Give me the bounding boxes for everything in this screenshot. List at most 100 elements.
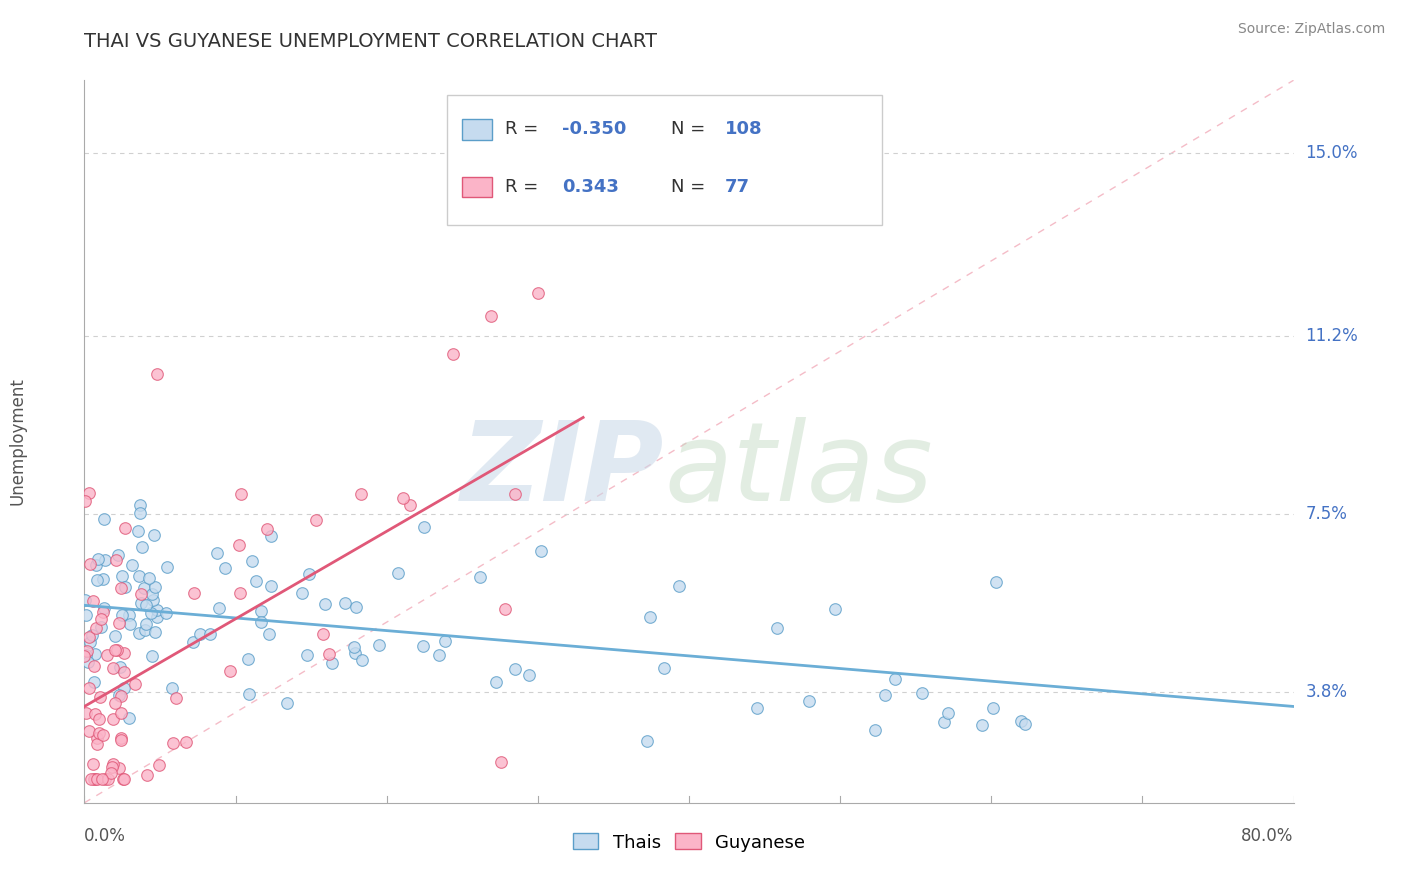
Point xyxy=(108,688,131,702)
FancyBboxPatch shape xyxy=(461,120,492,139)
Point xyxy=(530,544,553,558)
Text: ZIP: ZIP xyxy=(461,417,665,524)
Point xyxy=(485,674,508,689)
Point xyxy=(94,553,117,567)
Point xyxy=(135,768,157,782)
Point xyxy=(86,573,108,587)
Point xyxy=(190,627,212,641)
Point xyxy=(155,606,177,620)
Text: N =: N = xyxy=(671,178,711,196)
Point xyxy=(214,561,236,575)
Point xyxy=(797,694,820,708)
Point xyxy=(110,689,132,703)
Point xyxy=(104,629,127,643)
Point xyxy=(863,723,886,737)
Point xyxy=(91,572,114,586)
Point xyxy=(77,681,100,695)
Point xyxy=(343,640,366,654)
Point xyxy=(936,706,959,720)
Point xyxy=(276,696,298,710)
Point xyxy=(972,718,994,732)
Point xyxy=(183,586,205,600)
Point xyxy=(981,701,1004,715)
Point xyxy=(412,639,434,653)
Point xyxy=(107,616,129,631)
Text: Unemployment: Unemployment xyxy=(8,377,27,506)
Point xyxy=(335,596,357,610)
Point xyxy=(108,660,131,674)
Point xyxy=(86,558,108,573)
Point xyxy=(112,646,135,660)
Point xyxy=(352,653,374,667)
Text: 11.2%: 11.2% xyxy=(1306,326,1358,344)
Point xyxy=(257,627,280,641)
Text: -0.350: -0.350 xyxy=(562,120,626,138)
Point xyxy=(314,598,336,612)
Point xyxy=(441,347,464,361)
Point xyxy=(114,580,136,594)
Point xyxy=(160,681,183,695)
Point xyxy=(80,628,103,642)
Point xyxy=(103,756,125,771)
Text: 0.0%: 0.0% xyxy=(84,827,127,845)
Point xyxy=(112,772,135,786)
Point xyxy=(83,658,105,673)
Point xyxy=(90,612,112,626)
Point xyxy=(131,540,153,554)
Point xyxy=(344,647,367,661)
Point xyxy=(256,522,278,536)
Point xyxy=(104,643,127,657)
Text: 108: 108 xyxy=(725,120,763,138)
Point xyxy=(76,644,98,658)
Text: N =: N = xyxy=(671,120,711,138)
Point xyxy=(142,593,165,607)
Text: 7.5%: 7.5% xyxy=(1306,505,1347,523)
Point xyxy=(82,756,104,771)
Point xyxy=(368,638,391,652)
Point xyxy=(89,690,111,704)
Point xyxy=(128,626,150,640)
Point xyxy=(97,772,120,786)
Point xyxy=(228,538,250,552)
Point xyxy=(90,620,112,634)
Point xyxy=(73,592,96,607)
Point xyxy=(96,648,118,662)
Point xyxy=(80,772,103,786)
Point xyxy=(236,651,259,665)
Point xyxy=(77,655,100,669)
Point xyxy=(344,600,367,615)
Point xyxy=(110,581,132,595)
Point xyxy=(134,582,156,596)
Point xyxy=(200,626,222,640)
Point xyxy=(114,521,136,535)
Point xyxy=(83,772,105,786)
Point xyxy=(138,571,160,585)
Point xyxy=(250,615,273,629)
Point xyxy=(207,546,229,560)
Point xyxy=(1010,714,1032,728)
Text: R =: R = xyxy=(505,178,550,196)
Point xyxy=(112,665,135,680)
Point xyxy=(238,688,260,702)
Point xyxy=(75,607,97,622)
Point xyxy=(83,772,105,786)
Point xyxy=(883,672,905,686)
Point xyxy=(107,549,129,563)
Point xyxy=(427,648,450,662)
Point xyxy=(124,677,146,691)
Point xyxy=(142,528,165,542)
Point xyxy=(156,560,179,574)
Text: R =: R = xyxy=(505,120,544,138)
Point xyxy=(135,616,157,631)
Point xyxy=(259,579,281,593)
Point xyxy=(434,633,457,648)
Text: 15.0%: 15.0% xyxy=(1306,144,1358,161)
Point xyxy=(79,630,101,644)
Point xyxy=(349,487,371,501)
Text: 77: 77 xyxy=(725,178,751,196)
Point xyxy=(91,605,114,619)
Point xyxy=(104,553,127,567)
Point xyxy=(121,558,143,573)
Point xyxy=(526,286,548,301)
Point xyxy=(911,686,934,700)
